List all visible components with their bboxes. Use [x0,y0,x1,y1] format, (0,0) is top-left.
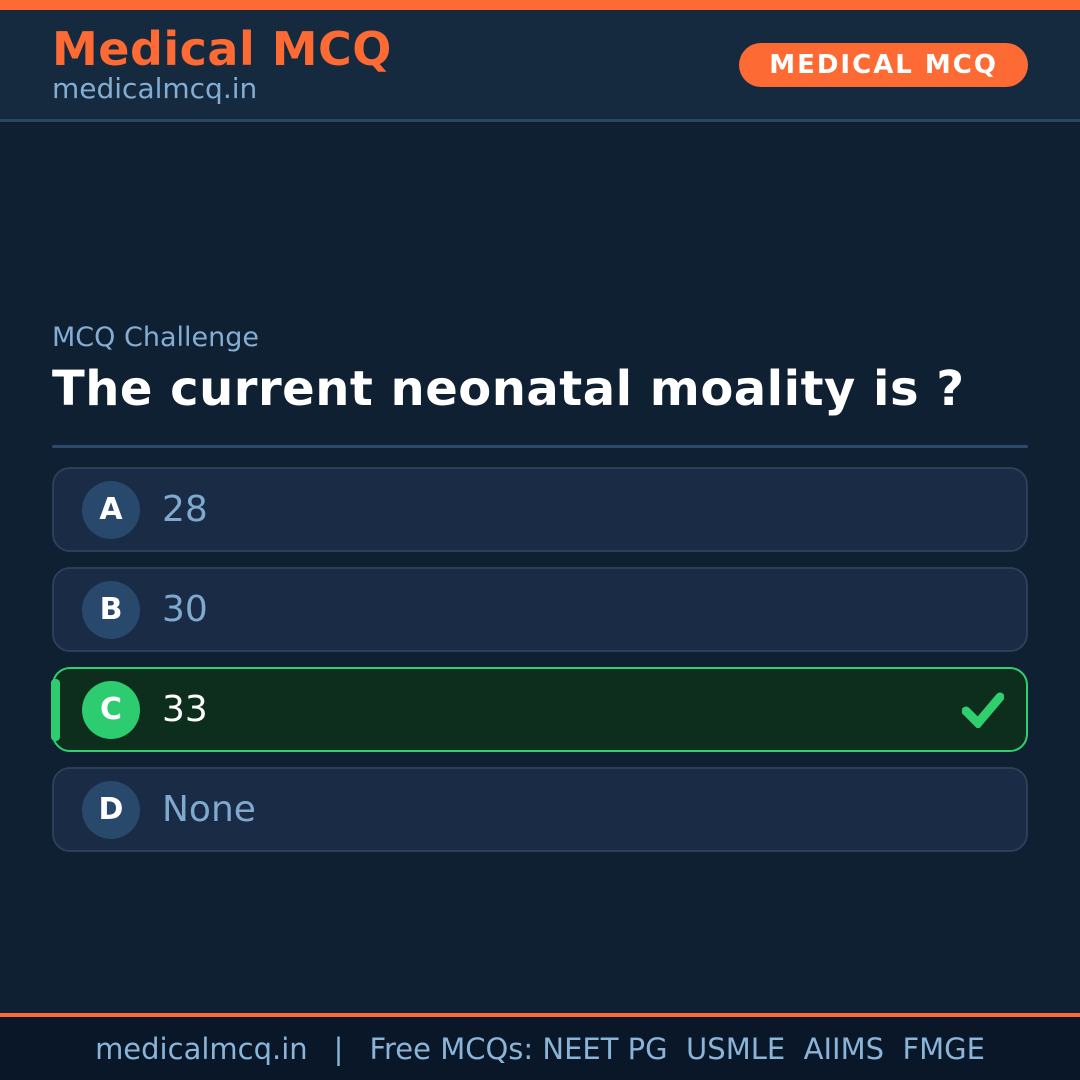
question-text: The current neonatal moality is ? [52,361,965,417]
brand-badge: MEDICAL MCQ [739,42,1028,87]
footer-tagline: Free MCQs: NEET PG USMLE AIIMS FMGE [369,1031,985,1066]
option-letter-badge: C [82,680,140,739]
footer-bar: medicalmcq.in | Free MCQs: NEET PG USMLE… [0,1013,1080,1080]
option-text: 28 [162,489,208,530]
brand-block: Medical MCQ medicalmcq.in [52,24,392,105]
option-text: 33 [162,689,208,730]
footer-site: medicalmcq.in [95,1031,308,1066]
option-row[interactable]: C 33 [51,667,1028,752]
quiz-card: MCQ Challenge The current neonatal moali… [0,322,1080,852]
options-list: A 28 B 30 C 33 D None [51,467,1028,852]
footer-separator: | [333,1031,344,1066]
option-row[interactable]: D None [52,767,1028,852]
question-divider [52,445,1028,448]
brand-title: Medical MCQ [52,21,392,76]
option-text: 30 [162,589,208,630]
option-row[interactable]: A 28 [52,467,1028,552]
option-row[interactable]: B 30 [52,567,1028,652]
check-icon [962,692,1004,728]
option-text: None [162,789,256,830]
option-letter-badge: D [82,780,140,839]
quiz-eyebrow: MCQ Challenge [52,322,259,353]
brand-subtitle: medicalmcq.in [52,72,258,106]
top-accent-stripe [0,0,1080,10]
option-letter-badge: A [82,480,140,539]
header: Medical MCQ medicalmcq.in MEDICAL MCQ [0,10,1080,122]
correct-accent-bar [51,678,60,741]
option-letter-badge: B [82,580,140,639]
